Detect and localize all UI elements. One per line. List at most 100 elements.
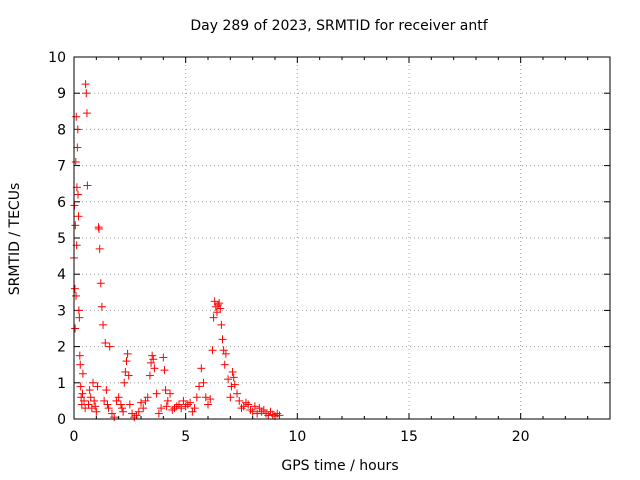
- data-point: [97, 302, 106, 311]
- data-point: [120, 378, 129, 387]
- data-point: [166, 389, 175, 398]
- data-point: [209, 313, 218, 322]
- data-point: [93, 382, 102, 391]
- data-point: [80, 396, 89, 405]
- data-point: [228, 367, 237, 376]
- data-point: [82, 109, 91, 118]
- data-point: [248, 407, 257, 416]
- y-tick-label: 9: [57, 86, 66, 102]
- data-point: [95, 224, 104, 233]
- data-point: [76, 360, 85, 369]
- x-tick-label: 10: [288, 429, 306, 445]
- data-point: [92, 407, 101, 416]
- data-point: [88, 378, 97, 387]
- data-point: [75, 313, 84, 322]
- data-point: [244, 400, 253, 409]
- data-points: [70, 80, 284, 422]
- data-point: [206, 395, 215, 404]
- data-point: [83, 181, 92, 190]
- x-tick-label: 0: [70, 429, 79, 445]
- x-axis-label: GPS time / hours: [281, 458, 398, 474]
- y-tick-label: 3: [57, 303, 66, 319]
- data-point: [226, 393, 235, 402]
- data-point: [118, 404, 127, 413]
- data-point: [152, 389, 161, 398]
- data-point: [78, 389, 87, 398]
- data-point: [161, 386, 170, 395]
- data-point: [179, 396, 188, 405]
- data-point: [125, 400, 134, 409]
- data-point: [74, 190, 83, 199]
- data-point: [75, 351, 84, 360]
- data-point: [103, 400, 112, 409]
- x-tick-label: 5: [181, 429, 190, 445]
- data-point: [197, 364, 206, 373]
- y-tick-label: 5: [57, 231, 66, 247]
- data-point: [160, 366, 169, 375]
- data-point: [150, 364, 159, 373]
- data-point: [149, 355, 158, 364]
- y-tick-label: 8: [57, 122, 66, 138]
- gridlines: [74, 57, 610, 419]
- data-point: [253, 409, 262, 418]
- data-point: [85, 386, 94, 395]
- data-point: [124, 371, 133, 380]
- data-point: [91, 402, 100, 411]
- data-point: [145, 371, 154, 380]
- data-point: [71, 324, 80, 333]
- data-point: [87, 404, 96, 413]
- data-point: [154, 409, 163, 418]
- y-tick-label: 4: [57, 267, 66, 283]
- data-point: [70, 284, 79, 293]
- data-point: [227, 382, 236, 391]
- y-tick-label: 10: [48, 50, 66, 66]
- data-point: [159, 353, 168, 362]
- data-point: [162, 402, 171, 411]
- data-point: [81, 404, 90, 413]
- data-point: [74, 212, 83, 221]
- data-point: [139, 404, 148, 413]
- data-point: [218, 335, 227, 344]
- y-axis-label: SRMTID / TECUs: [7, 183, 23, 296]
- data-point: [86, 393, 95, 402]
- data-point: [199, 378, 208, 387]
- data-point: [143, 393, 152, 402]
- data-point: [201, 393, 210, 402]
- data-point: [134, 407, 143, 416]
- data-point: [100, 396, 109, 405]
- data-point: [101, 338, 110, 347]
- data-point: [72, 291, 81, 300]
- data-point: [81, 80, 90, 89]
- data-point: [116, 400, 125, 409]
- data-point: [96, 279, 105, 288]
- data-point: [71, 221, 80, 230]
- data-point: [114, 393, 123, 402]
- data-point: [84, 400, 93, 409]
- data-point: [192, 393, 201, 402]
- plot-frame: [73, 56, 611, 420]
- data-point: [123, 349, 132, 358]
- data-point: [76, 382, 85, 391]
- data-point: [73, 125, 82, 134]
- data-point: [90, 396, 99, 405]
- data-point: [235, 396, 244, 405]
- data-point: [250, 402, 259, 411]
- data-point: [220, 360, 229, 369]
- data-point: [105, 342, 114, 351]
- data-point: [121, 367, 130, 376]
- data-point: [104, 404, 113, 413]
- data-point: [102, 386, 111, 395]
- data-point: [275, 411, 284, 420]
- data-point: [99, 320, 108, 329]
- data-point: [122, 357, 131, 366]
- y-tick-label: 6: [57, 195, 66, 211]
- data-point: [229, 373, 238, 382]
- data-point: [157, 404, 166, 413]
- data-point: [110, 413, 119, 422]
- data-point: [195, 382, 204, 391]
- data-point: [71, 157, 80, 166]
- data-point: [230, 380, 239, 389]
- data-point: [78, 369, 87, 378]
